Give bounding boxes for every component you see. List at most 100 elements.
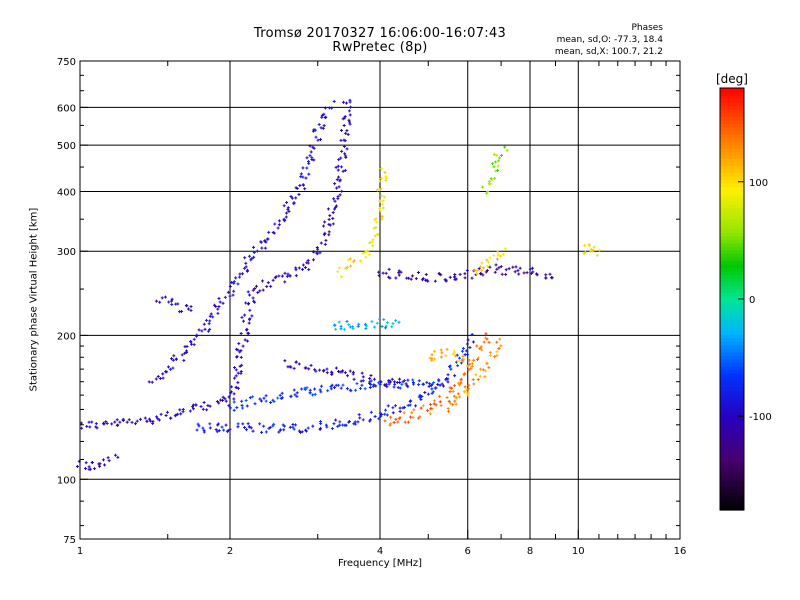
echo-point xyxy=(454,354,458,358)
echo-point xyxy=(449,367,453,371)
colorbar-segment xyxy=(720,471,744,476)
echo-point xyxy=(341,423,345,427)
echo-point xyxy=(381,271,385,275)
colorbar-segment xyxy=(720,232,744,237)
echo-point xyxy=(347,420,351,424)
colorbar-segment xyxy=(720,112,744,117)
colorbar-segment xyxy=(720,197,744,202)
colorbar-segment xyxy=(720,439,744,444)
echo-point xyxy=(197,328,201,332)
echo-point xyxy=(428,402,432,406)
echo-point xyxy=(378,317,382,321)
echo-point xyxy=(488,354,492,358)
echo-point xyxy=(343,139,347,143)
echo-point xyxy=(234,385,238,389)
echo-point xyxy=(377,417,381,421)
echo-point xyxy=(323,106,327,110)
echo-point xyxy=(361,418,365,422)
echo-point xyxy=(156,374,160,378)
echo-point xyxy=(376,233,380,237)
echo-point xyxy=(205,408,209,412)
echo-point xyxy=(487,179,491,183)
echo-point xyxy=(269,400,273,404)
echo-point xyxy=(347,118,351,122)
echo-point xyxy=(323,220,327,224)
colorbar-segment xyxy=(720,249,744,254)
echo-point xyxy=(248,396,252,400)
echo-point xyxy=(248,293,252,297)
echo-point xyxy=(246,339,250,343)
echo-point xyxy=(206,329,210,333)
echo-point xyxy=(503,247,507,251)
echo-point xyxy=(272,400,276,404)
echo-point xyxy=(349,264,353,268)
echo-point xyxy=(418,415,422,419)
echo-point xyxy=(355,382,359,386)
echo-point xyxy=(344,267,348,271)
echo-point xyxy=(170,302,174,306)
colorbar-segment xyxy=(720,355,744,360)
echo-point xyxy=(377,179,381,183)
echo-point xyxy=(421,382,425,386)
echo-point xyxy=(326,389,330,393)
echo-point xyxy=(431,390,435,394)
echo-point xyxy=(271,278,275,282)
echo-point xyxy=(272,422,276,426)
echo-point xyxy=(379,414,383,418)
echo-point xyxy=(495,153,499,157)
echo-point xyxy=(339,275,343,279)
echo-point xyxy=(234,368,238,372)
echo-point xyxy=(466,364,470,368)
echo-point xyxy=(143,416,147,420)
echo-point xyxy=(401,380,405,384)
colorbar-segment xyxy=(720,204,744,209)
echo-point xyxy=(430,382,434,386)
echo-point xyxy=(368,377,372,381)
echo-point xyxy=(319,241,323,245)
echo-point xyxy=(127,418,131,422)
y-tick-label: 400 xyxy=(57,187,76,198)
y-tick-label: 300 xyxy=(57,247,76,258)
echo-point xyxy=(439,348,443,352)
echo-point xyxy=(326,207,330,211)
echo-point xyxy=(247,331,251,335)
echo-point xyxy=(333,199,337,203)
echo-point xyxy=(231,293,235,297)
echo-point xyxy=(465,342,469,346)
echo-point xyxy=(314,369,318,373)
echo-point xyxy=(328,214,332,218)
echo-point xyxy=(103,463,107,467)
echo-point xyxy=(398,380,402,384)
echo-point xyxy=(417,383,421,387)
echo-point xyxy=(179,412,183,416)
colorbar-segment xyxy=(720,379,744,384)
echo-point xyxy=(165,410,169,414)
echo-point xyxy=(531,270,535,274)
echo-point xyxy=(468,346,472,350)
echo-point xyxy=(306,261,310,265)
echo-point xyxy=(466,387,470,391)
echo-point xyxy=(378,199,382,203)
x-tick-label: 1 xyxy=(77,546,83,557)
echo-point xyxy=(476,356,480,360)
echo-point xyxy=(294,360,298,364)
echo-point xyxy=(484,332,488,336)
echo-point xyxy=(470,332,474,336)
echo-point xyxy=(486,264,490,268)
colorbar-segment xyxy=(720,256,744,261)
echo-point xyxy=(301,166,305,170)
echo-point xyxy=(316,138,320,142)
echo-point xyxy=(286,272,290,276)
colorbar-segment xyxy=(720,323,744,328)
echo-point xyxy=(314,135,318,139)
colorbar-segment xyxy=(720,189,744,195)
echo-point xyxy=(292,427,296,431)
echo-point xyxy=(261,288,265,292)
echo-point xyxy=(389,380,393,384)
colorbar-segment xyxy=(720,446,744,451)
echo-point xyxy=(191,407,195,411)
echo-point xyxy=(379,177,383,181)
colorbar-segment xyxy=(720,211,744,216)
echo-point xyxy=(208,426,212,430)
echo-point xyxy=(391,322,395,326)
